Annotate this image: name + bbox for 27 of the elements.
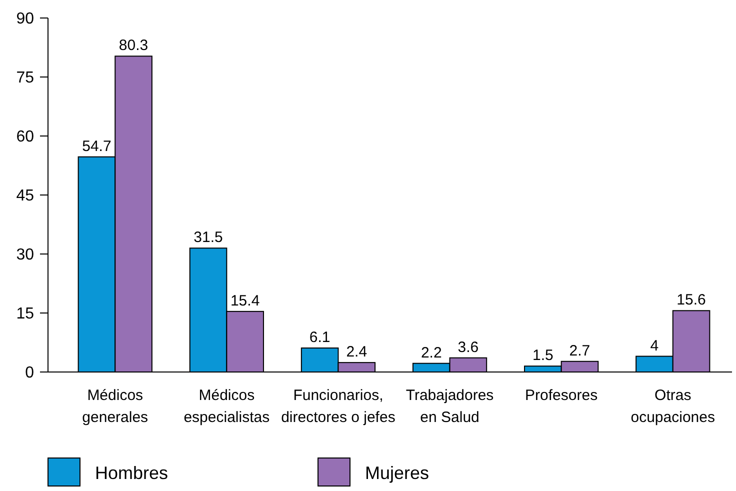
data-label: 6.1 bbox=[309, 329, 330, 346]
y-tick-label: 90 bbox=[16, 10, 34, 28]
y-tick-label: 75 bbox=[16, 70, 34, 87]
data-label: 80.3 bbox=[118, 37, 148, 54]
data-label: 3.6 bbox=[458, 338, 479, 356]
data-label: 2.2 bbox=[420, 344, 442, 362]
y-tick-label: 15 bbox=[16, 306, 34, 323]
y-tick-label: 0 bbox=[25, 364, 34, 382]
data-label: 2.7 bbox=[569, 342, 590, 360]
data-label: 15.6 bbox=[676, 292, 706, 309]
data-label: 31.5 bbox=[194, 229, 223, 246]
x-tick-label: Médicos especialistas bbox=[184, 387, 270, 426]
y-tick-label: 60 bbox=[16, 128, 34, 146]
data-label: 15.4 bbox=[230, 292, 260, 310]
legend-label: Mujeres bbox=[365, 463, 430, 483]
x-tick-label: Otras ocupaciones bbox=[630, 387, 715, 426]
data-label: 54.7 bbox=[82, 138, 112, 155]
x-tick-label: Trabajadores en Salud bbox=[406, 387, 494, 426]
data-label: 1.5 bbox=[532, 347, 554, 364]
x-tick-label: Funcionarios, directores o jefes bbox=[281, 387, 396, 426]
data-label: 2.4 bbox=[346, 344, 368, 361]
x-tick-label: Profesores bbox=[525, 387, 598, 404]
y-tick-label: 45 bbox=[16, 188, 34, 205]
x-tick-label: Médicos generales bbox=[82, 387, 148, 426]
y-tick-label: 30 bbox=[16, 246, 34, 264]
legend-label: Hombres bbox=[95, 463, 168, 483]
data-label: 4 bbox=[650, 337, 659, 354]
